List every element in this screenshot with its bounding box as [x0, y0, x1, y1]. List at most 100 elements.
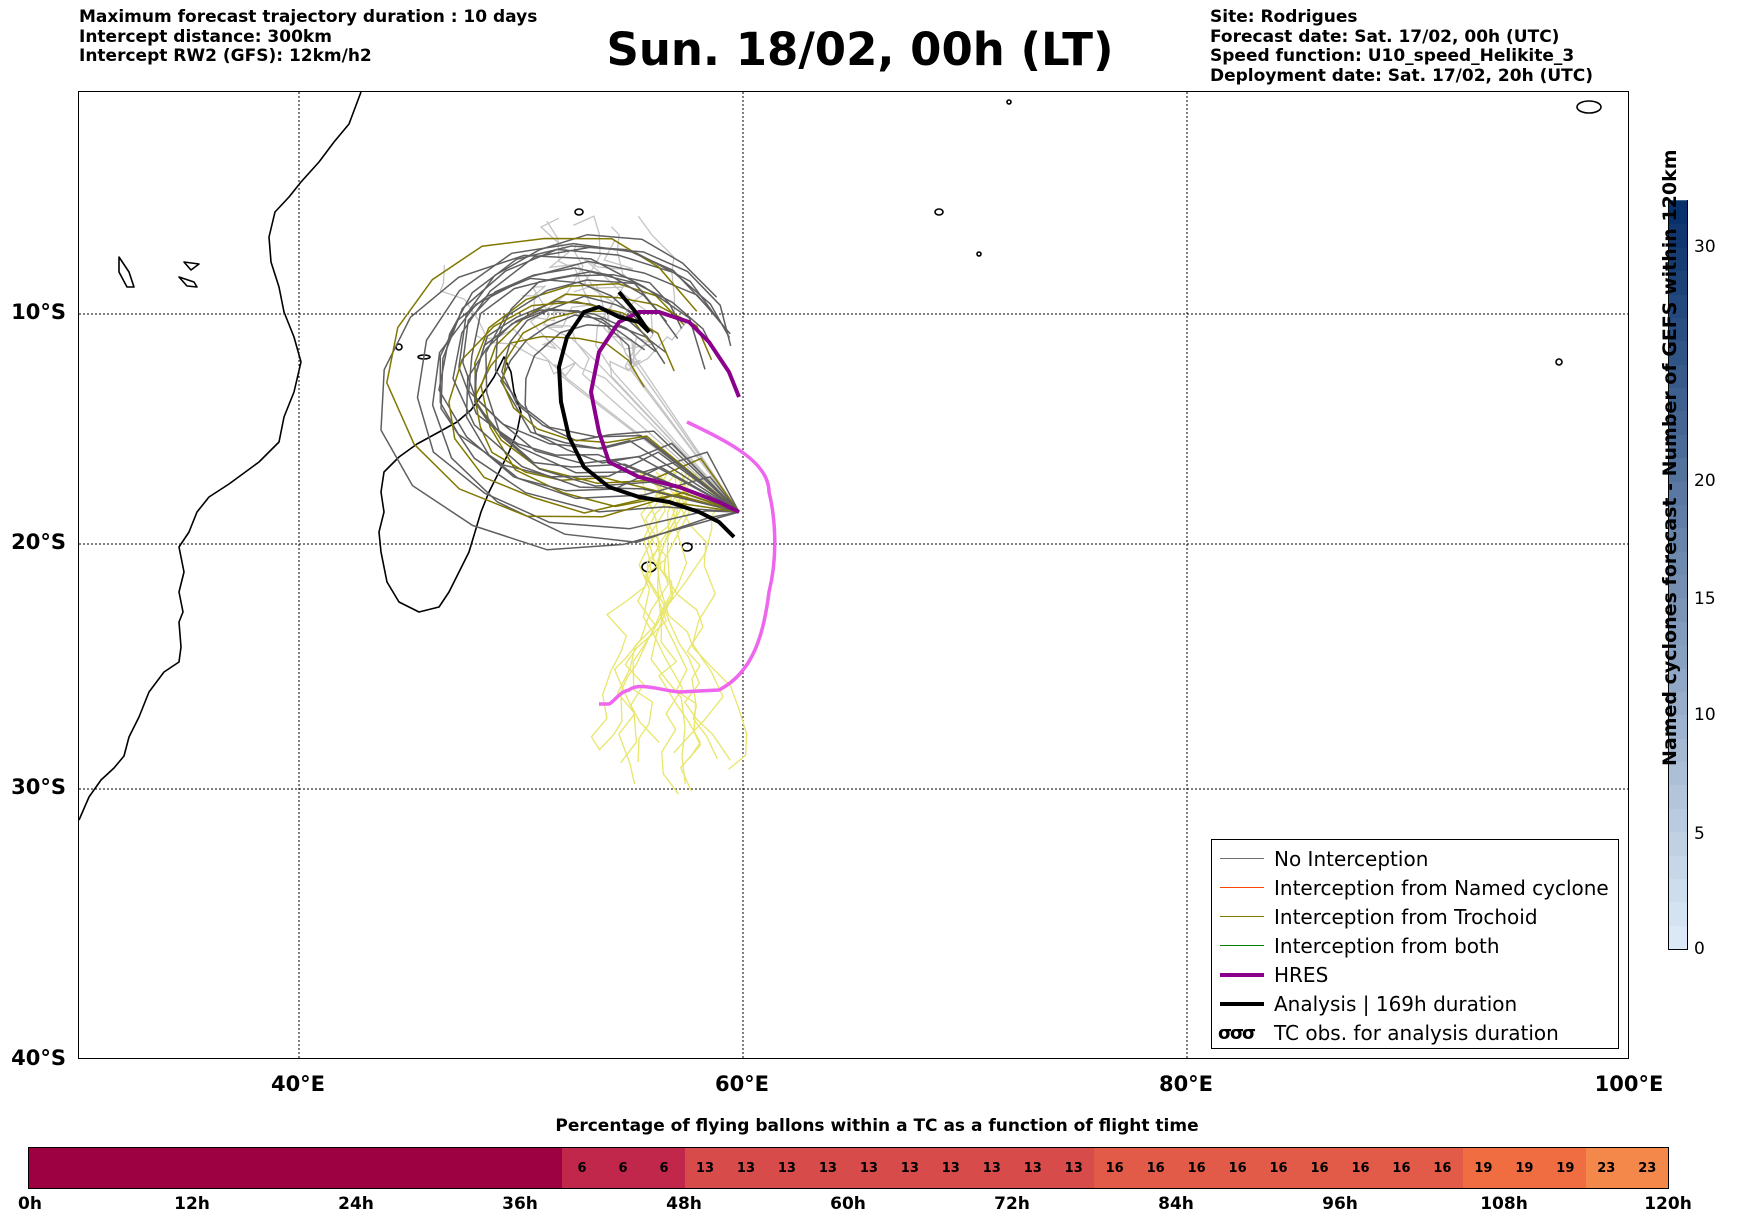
speed-function-text: Speed function: U10_speed_Helikite_3	[1210, 46, 1575, 66]
bar-cell: 13	[889, 1148, 931, 1188]
bar-cell	[110, 1148, 152, 1188]
gefs-tracks-light	[439, 215, 748, 795]
trajectory-duration-text: Maximum forecast trajectory duration : 1…	[79, 7, 538, 27]
colorbar-step	[1669, 807, 1687, 833]
colorbar-step	[1669, 924, 1687, 949]
time-tick: 72h	[994, 1194, 1030, 1214]
legend-label: Interception from Named cyclone	[1274, 876, 1609, 900]
ensemble-track	[474, 309, 740, 513]
bar-cell	[151, 1148, 193, 1188]
lat-label-40s: 40°S	[11, 1046, 66, 1070]
time-tick: 36h	[502, 1194, 538, 1214]
map-area[interactable]	[78, 91, 1630, 1060]
bar-cell: 13	[1053, 1148, 1095, 1188]
ensemble-track	[465, 308, 740, 513]
legend-item-analysis: Analysis | 169h duration	[1212, 990, 1618, 1019]
hres-track-extended	[599, 420, 777, 706]
time-tick: 84h	[1158, 1194, 1194, 1214]
colorbar-step	[1669, 877, 1687, 903]
analysis-track	[556, 290, 736, 539]
bar-cell	[233, 1148, 275, 1188]
bar-cell: 16	[1380, 1148, 1422, 1188]
ensemble-track	[580, 239, 740, 513]
ensemble-track	[452, 246, 740, 513]
ensemble-track	[616, 471, 689, 785]
ensemble-track	[573, 283, 740, 513]
header-right-info: Site: Rodrigues Forecast date: Sat. 17/0…	[1210, 7, 1594, 86]
legend-label: Analysis | 169h duration	[1274, 992, 1518, 1016]
map-title: Sun. 18/02, 00h (LT)	[606, 23, 1114, 76]
bar-cell	[438, 1148, 480, 1188]
ensemble-track	[639, 471, 718, 760]
time-tick: 60h	[830, 1194, 866, 1214]
intercept-distance-text: Intercept distance: 300km	[79, 26, 332, 47]
legend-swatch	[1220, 945, 1264, 947]
deployment-date-text: Deployment date: Sat. 17/02, 20h (UTC)	[1210, 65, 1594, 86]
lat-label-20s: 20°S	[11, 530, 66, 554]
ensemble-track	[644, 471, 731, 761]
cyclone-symbol-icon: σσσ	[1218, 1023, 1256, 1044]
bar-cell: 6	[602, 1148, 644, 1188]
ensemble-track	[440, 248, 740, 513]
legend-swatch	[1220, 1002, 1264, 1006]
bar-cell: 19	[1503, 1148, 1545, 1188]
bar-cell: 6	[643, 1148, 685, 1188]
bar-cell: 23	[1585, 1148, 1627, 1188]
bar-cell	[397, 1148, 439, 1188]
legend-swatch	[1220, 887, 1264, 889]
legend-label: No Interception	[1274, 847, 1429, 871]
bar-cell: 23	[1626, 1148, 1668, 1188]
lon-label-60e: 60°E	[714, 1072, 770, 1096]
ensemble-track	[655, 471, 724, 754]
gefs-colorbar	[1668, 200, 1688, 950]
legend-item-tc-obs: σσσ TC obs. for analysis duration	[1212, 1019, 1618, 1048]
bar-cell	[479, 1148, 521, 1188]
ensemble-track	[494, 273, 740, 513]
bar-cell	[356, 1148, 398, 1188]
ensemble-track	[431, 260, 740, 544]
time-tick: 96h	[1322, 1194, 1358, 1214]
time-tick: 48h	[666, 1194, 702, 1214]
gefs-tracks-dark	[380, 233, 740, 551]
lon-label-100e: 100°E	[1594, 1072, 1664, 1096]
header-left-info: Maximum forecast trajectory duration : 1…	[79, 7, 538, 67]
legend-label: HRES	[1274, 963, 1329, 987]
ensemble-track	[613, 471, 678, 764]
bar-cell: 16	[1299, 1148, 1340, 1188]
colorbar-tick: 15	[1694, 589, 1716, 609]
colorbar-tick: 5	[1694, 824, 1705, 844]
graticule	[79, 92, 1630, 1060]
bar-cell: 16	[1340, 1148, 1381, 1188]
legend-item-trochoid: Interception from Trochoid	[1212, 903, 1618, 932]
site-text: Site: Rodrigues	[1210, 7, 1358, 27]
time-tick: 108h	[1480, 1194, 1528, 1214]
ensemble-track	[439, 264, 740, 513]
bar-cell	[29, 1148, 70, 1188]
time-tick: 0h	[18, 1194, 42, 1214]
colorbar-step	[1669, 901, 1687, 926]
bar-cell	[192, 1148, 234, 1188]
bottom-bar-title: Percentage of flying ballons within a TC…	[555, 1116, 1199, 1136]
flight-time-bar: 6 6 6 13 13 13 13 13 13 13 13 13 13 16 16 16 16 16 16 16 16 1…	[28, 1147, 1669, 1189]
bar-cell: 16	[1094, 1148, 1136, 1188]
legend-item-no-interception: No Interception	[1212, 845, 1618, 874]
bar-cell: 13	[807, 1148, 849, 1188]
ensemble-track	[468, 271, 740, 513]
ensemble-track	[386, 237, 740, 518]
map-canvas[interactable]	[79, 92, 1630, 1060]
colorbar-tick: 20	[1694, 471, 1716, 491]
forecast-date-text: Forecast date: Sat. 17/02, 00h (UTC)	[1210, 26, 1560, 47]
colorbar-label: Named cyclones forecast - Number of GEFS…	[1659, 149, 1681, 766]
ensemble-track	[475, 334, 740, 513]
time-tick: 12h	[174, 1194, 210, 1214]
bar-cell: 13	[848, 1148, 890, 1188]
legend-label: Interception from both	[1274, 934, 1500, 958]
legend-swatch	[1220, 858, 1264, 860]
ensemble-track	[501, 295, 740, 513]
bar-cell: 16	[1421, 1148, 1463, 1188]
lat-label-10s: 10°S	[11, 300, 66, 324]
legend-label: TC obs. for analysis duration	[1274, 1021, 1559, 1045]
ensemble-track	[485, 279, 740, 513]
colorbar-step	[1669, 831, 1687, 856]
colorbar-step	[1669, 200, 1687, 225]
